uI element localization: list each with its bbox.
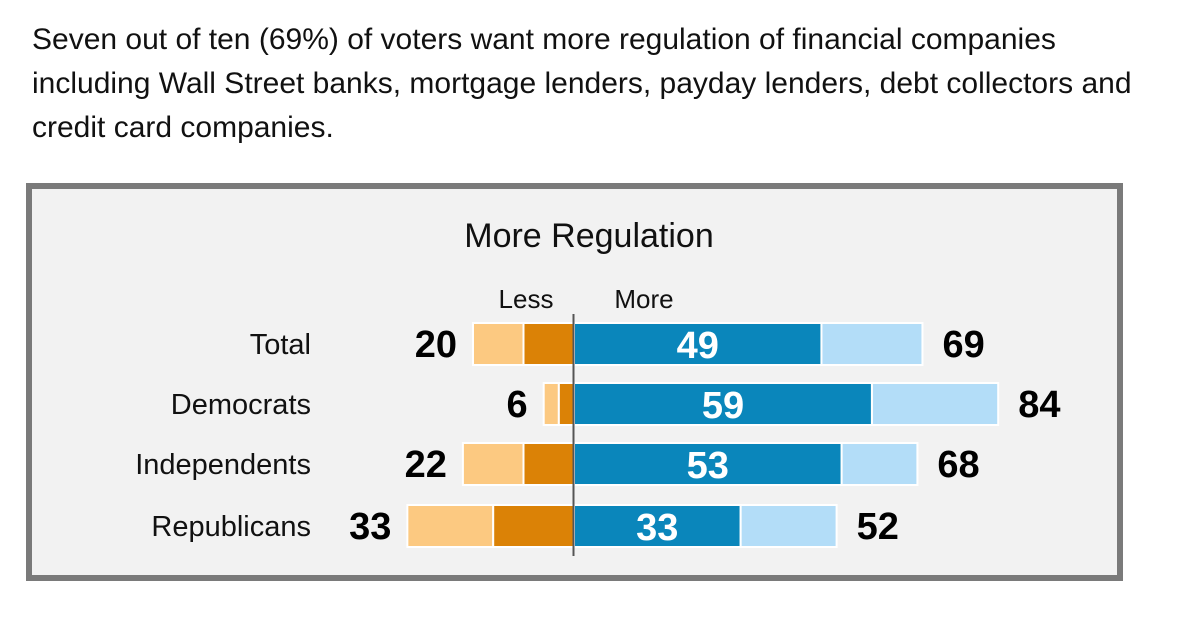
more-strong-label: 53 [687,445,729,487]
more-total-label: 68 [937,444,979,486]
bars-group: Total 20 49 69 Democrats 6 59 84 Independents 22 5… [135,322,1060,549]
less-total-bar [472,322,525,366]
more-strong-label: 33 [636,507,678,549]
less-total-label: 33 [349,506,391,548]
more-strong-bar [573,504,742,548]
less-total-bar [542,382,560,426]
more-total-label: 52 [857,506,899,548]
less-strong-bar [557,382,575,426]
more-total-label: 69 [942,324,984,366]
more-total-label: 84 [1018,384,1060,426]
less-column-label: Less [499,284,554,314]
more-strong-bar [573,382,873,426]
category-label: Republicans [151,511,311,543]
more-strong-label: 49 [677,325,719,367]
category-label: Independents [135,449,311,481]
headline: Seven out of ten (69%) of voters want mo… [32,23,1132,144]
category-label: Total [250,329,311,361]
more-strong-label: 59 [702,385,744,427]
less-total-label: 6 [507,384,528,426]
less-strong-bar [522,442,575,486]
less-total-bar [461,442,525,486]
more-total-bar [840,442,919,486]
less-strong-bar [492,504,576,548]
more-total-bar [820,322,924,366]
more-total-bar [870,382,1000,426]
less-total-bar [406,504,495,548]
more-total-bar [739,504,838,548]
less-total-label: 22 [405,444,447,486]
chart-title: More Regulation [464,217,713,255]
less-strong-bar [522,322,575,366]
more-strong-bar [573,442,843,486]
more-column-label: More [614,284,673,314]
category-label: Democrats [171,389,311,421]
less-total-label: 20 [415,324,457,366]
